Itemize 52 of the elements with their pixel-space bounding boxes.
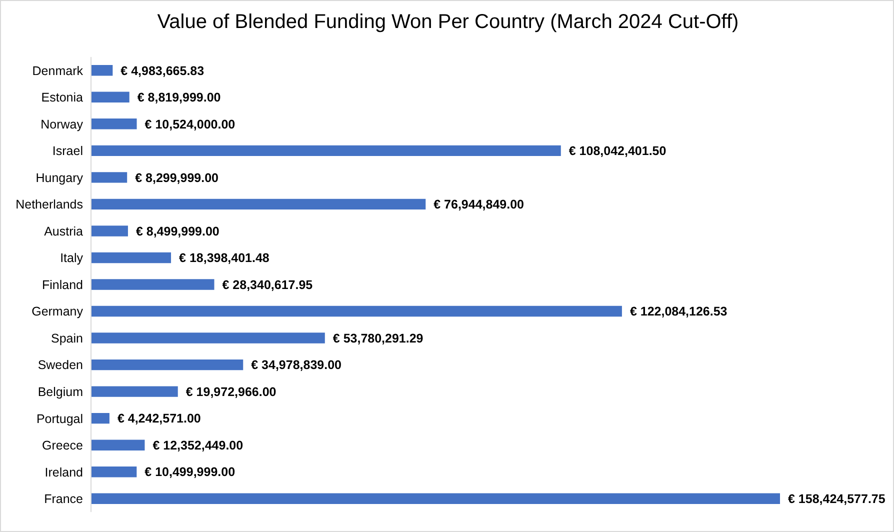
data-label: € 19,972,966.00 xyxy=(186,384,276,399)
y-tick-label: France xyxy=(44,492,84,506)
y-tick-label: Hungary xyxy=(36,170,84,185)
data-label: € 18,398,401.48 xyxy=(179,251,270,266)
bar xyxy=(91,279,214,290)
bar xyxy=(91,198,426,210)
bar xyxy=(91,306,622,317)
bar xyxy=(91,172,128,183)
y-tick-label: Denmark xyxy=(32,64,84,78)
chart-title: Value of Blended Funding Won Per Country (March 2024 Cut-Off) xyxy=(156,11,740,34)
data-label: € 76,944,849.00 xyxy=(434,198,524,212)
bar xyxy=(91,332,325,344)
y-tick-label: Israel xyxy=(52,144,83,158)
y-tick-label: Norway xyxy=(40,117,84,132)
data-label: € 8,299,999.00 xyxy=(135,170,219,185)
data-label: € 34,978,839.00 xyxy=(251,358,342,372)
bar xyxy=(91,359,244,370)
bar xyxy=(91,440,145,450)
bar xyxy=(91,252,172,264)
bar xyxy=(91,493,780,504)
data-label: € 28,340,617.95 xyxy=(222,278,313,292)
data-label: € 8,819,999.00 xyxy=(137,90,221,105)
data-label: € 158,424,577.75 xyxy=(788,492,886,506)
y-tick-label: Spain xyxy=(51,331,84,346)
y-tick-label: Sweden xyxy=(38,358,84,372)
y-tick-label: Belgium xyxy=(38,384,83,399)
y-tick-label: Germany xyxy=(32,304,84,319)
data-label: € 10,499,999.00 xyxy=(144,465,236,480)
data-label: € 108,042,401.50 xyxy=(568,144,666,158)
bar xyxy=(91,145,561,156)
bar xyxy=(91,466,137,478)
data-label: € 8,499,999.00 xyxy=(136,224,220,238)
y-tick-label: Austria xyxy=(44,224,84,238)
y-tick-label: Italy xyxy=(60,251,84,266)
data-label: € 4,983,665.83 xyxy=(120,64,204,78)
bar xyxy=(91,226,128,236)
bar xyxy=(91,65,113,76)
data-label: € 53,780,291.29 xyxy=(332,331,424,346)
bar xyxy=(91,118,137,130)
y-tick-label: Greece xyxy=(42,438,84,453)
data-label: € 4,242,571.00 xyxy=(117,412,201,426)
y-tick-label: Ireland xyxy=(44,465,84,480)
data-label: € 10,524,000.00 xyxy=(144,117,236,132)
bar xyxy=(91,412,110,424)
data-label: € 12,352,449.00 xyxy=(152,438,244,452)
bar xyxy=(91,386,178,397)
y-tick-label: Estonia xyxy=(41,90,84,105)
y-tick-label: Netherlands xyxy=(16,198,83,212)
y-tick-label: Portugal xyxy=(36,412,83,426)
data-label: € 122,084,126.53 xyxy=(630,304,728,319)
y-tick-label: Finland xyxy=(42,278,84,292)
bar xyxy=(91,92,130,102)
